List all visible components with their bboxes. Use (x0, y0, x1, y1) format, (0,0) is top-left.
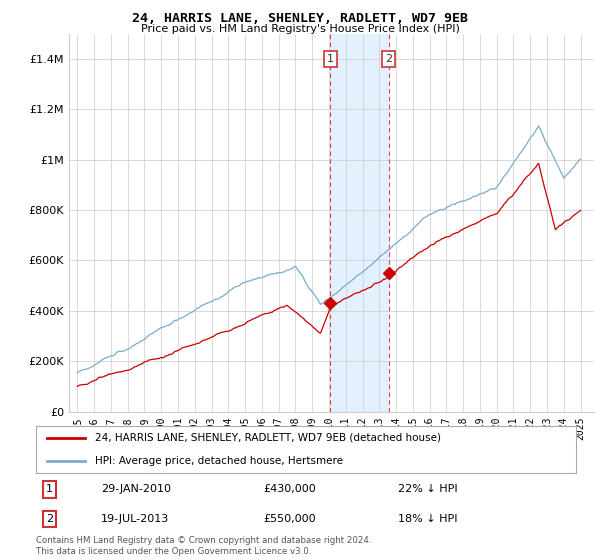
Text: Price paid vs. HM Land Registry's House Price Index (HPI): Price paid vs. HM Land Registry's House … (140, 24, 460, 34)
Text: 1: 1 (46, 484, 53, 494)
Text: 1: 1 (327, 54, 334, 64)
Text: 18% ↓ HPI: 18% ↓ HPI (398, 514, 457, 524)
Text: 24, HARRIS LANE, SHENLEY, RADLETT, WD7 9EB (detached house): 24, HARRIS LANE, SHENLEY, RADLETT, WD7 9… (95, 432, 442, 442)
Text: £430,000: £430,000 (263, 484, 316, 494)
Text: £550,000: £550,000 (263, 514, 316, 524)
Text: 2: 2 (46, 514, 53, 524)
Text: 29-JAN-2010: 29-JAN-2010 (101, 484, 171, 494)
Text: HPI: Average price, detached house, Hertsmere: HPI: Average price, detached house, Hert… (95, 456, 343, 466)
Bar (331, 34, 389, 412)
Text: 2: 2 (385, 54, 392, 64)
Text: 19-JUL-2013: 19-JUL-2013 (101, 514, 169, 524)
Text: 22% ↓ HPI: 22% ↓ HPI (398, 484, 457, 494)
Text: 24, HARRIS LANE, SHENLEY, RADLETT, WD7 9EB: 24, HARRIS LANE, SHENLEY, RADLETT, WD7 9… (132, 12, 468, 25)
Text: Contains HM Land Registry data © Crown copyright and database right 2024.
This d: Contains HM Land Registry data © Crown c… (36, 536, 371, 556)
